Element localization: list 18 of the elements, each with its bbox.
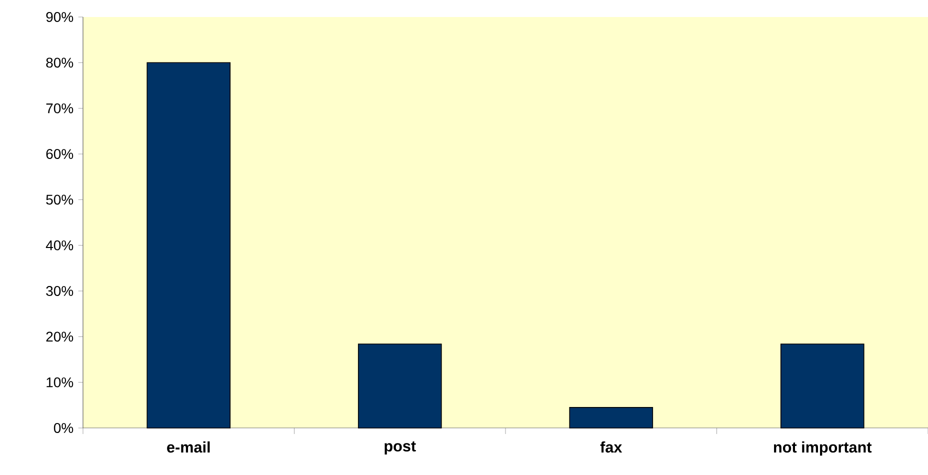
x-tick-label: not important <box>774 441 872 456</box>
bar <box>780 344 864 428</box>
y-tick-label: 10% <box>46 377 74 388</box>
y-tick-label: 30% <box>46 286 74 296</box>
y-tick-label: 20% <box>46 332 74 342</box>
bar <box>358 344 442 428</box>
x-tick-label: post <box>384 441 416 455</box>
bar <box>146 62 231 428</box>
y-tick-label: 50% <box>46 194 74 205</box>
y-tick-label: 60% <box>46 149 74 159</box>
bar <box>569 407 654 428</box>
y-tick-label: 80% <box>46 58 74 68</box>
x-tick-label: fax <box>600 441 622 453</box>
y-tick-label: 90% <box>46 12 74 22</box>
y-tick-label: 70% <box>46 103 74 114</box>
y-tick-label: 0% <box>54 423 74 433</box>
x-tick-label: e-mail <box>167 441 210 453</box>
y-tick-label: 40% <box>46 240 74 250</box>
